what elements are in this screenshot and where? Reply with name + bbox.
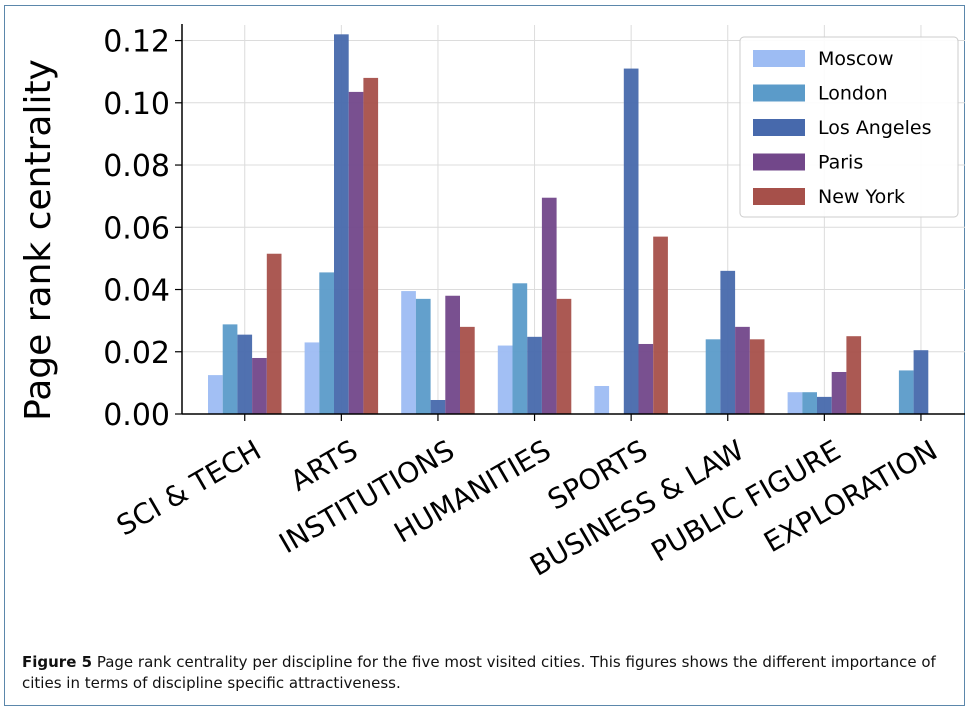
bar: [304, 342, 320, 414]
legend-label: Moscow: [818, 48, 894, 70]
bar: [319, 272, 334, 414]
bar: [415, 298, 431, 414]
bar: [735, 326, 750, 414]
bar: [653, 236, 668, 414]
bar: [913, 350, 929, 414]
bar: [266, 253, 282, 414]
bar: [817, 396, 832, 414]
figure-caption: Figure 5 Page rank centrality per discip…: [22, 652, 952, 694]
y-tick-label: 0.10: [103, 87, 170, 122]
legend-label: Paris: [818, 152, 863, 174]
bar: [527, 336, 542, 414]
y-tick-label: 0.12: [103, 25, 170, 60]
legend-swatch: [753, 119, 805, 136]
y-tick-label: 0.02: [103, 336, 170, 371]
bar: [512, 283, 528, 414]
legend-label: London: [818, 83, 888, 105]
bar: [787, 392, 803, 414]
legend-label: New York: [818, 186, 905, 208]
legend: Moscow London Los Angeles Paris New York: [739, 36, 959, 218]
y-tick-labels: 0.00 0.02 0.04 0.06 0.08 0.10 0.12: [103, 25, 170, 433]
bar: [497, 345, 513, 414]
bar: [460, 326, 475, 414]
bar: [556, 298, 572, 414]
y-tick-label: 0.08: [103, 149, 170, 184]
caption-label: Figure 5: [22, 653, 93, 671]
y-tick-label: 0.06: [103, 211, 170, 246]
y-tick-label: 0.00: [103, 398, 170, 433]
bar: [623, 68, 639, 415]
bar: [638, 343, 654, 414]
bar: [208, 375, 223, 414]
figure-frame: [4, 5, 965, 706]
y-axis-label: Page rank centrality: [18, 59, 59, 421]
x-tick-label: SCI & TECH: [111, 433, 267, 542]
bar: [430, 399, 446, 414]
bar: [705, 339, 721, 414]
bar: [720, 270, 736, 414]
bar: [594, 385, 610, 414]
legend-swatch: [753, 153, 805, 171]
bar: [222, 324, 238, 414]
bar: [348, 91, 364, 415]
axes-layer: [175, 24, 965, 421]
legend-swatch: [753, 50, 805, 67]
bar: [237, 334, 253, 414]
x-tick-labels: SCI & TECH ARTSINSTITUTIONSHUMANITIESSPOR…: [111, 433, 943, 582]
caption-text: Page rank centrality per discipline for …: [22, 653, 936, 692]
bar: [898, 370, 914, 414]
legend-swatch: [753, 188, 805, 205]
y-tick-label: 0.04: [103, 274, 170, 309]
bar: [749, 339, 765, 414]
legend-swatch: [753, 84, 805, 102]
bar: [541, 197, 557, 414]
bars-layer: [208, 34, 929, 415]
bar: [445, 295, 460, 414]
bar: [334, 34, 349, 414]
bar: [846, 336, 862, 414]
bar: [252, 357, 267, 414]
bar: [401, 291, 416, 414]
legend-label: Los Angeles: [818, 117, 931, 139]
bar-chart: 0.00 0.02 0.04 0.06 0.08 0.10 0.12 SCI & TECH A…: [18, 24, 965, 583]
bar: [802, 392, 817, 414]
bar: [831, 371, 847, 414]
legend-box: [739, 36, 959, 218]
bar: [363, 77, 379, 415]
